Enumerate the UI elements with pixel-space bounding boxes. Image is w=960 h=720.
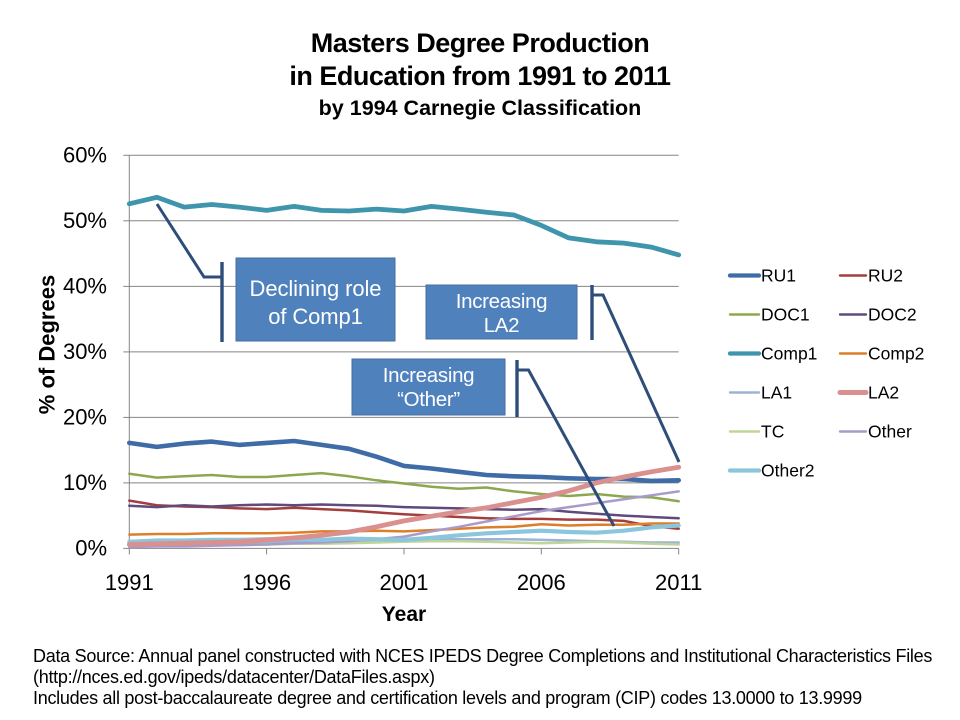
svg-text:Comp2: Comp2: [868, 344, 924, 364]
svg-text:of Comp1: of Comp1: [268, 304, 363, 329]
svg-text:1991: 1991: [105, 570, 154, 595]
svg-text:Increasing: Increasing: [383, 364, 475, 387]
svg-text:LA1: LA1: [761, 383, 792, 403]
svg-text:TC: TC: [761, 422, 784, 442]
svg-text:DOC1: DOC1: [761, 305, 810, 325]
svg-text:2006: 2006: [517, 570, 566, 595]
svg-text:RU1: RU1: [761, 266, 796, 286]
svg-text:2001: 2001: [380, 570, 429, 595]
svg-text:60%: 60%: [63, 142, 107, 167]
svg-text:Other2: Other2: [761, 461, 815, 481]
svg-text:0%: 0%: [75, 535, 107, 560]
svg-text:40%: 40%: [63, 273, 107, 298]
svg-text:DOC2: DOC2: [868, 305, 917, 325]
svg-text:10%: 10%: [63, 470, 107, 495]
svg-text:% of Degrees: % of Degrees: [35, 275, 60, 414]
svg-text:Other: Other: [868, 422, 912, 442]
svg-text:Comp1: Comp1: [761, 344, 817, 364]
svg-text:Declining role: Declining role: [250, 276, 382, 301]
svg-text:1996: 1996: [242, 570, 291, 595]
svg-text:2011: 2011: [655, 570, 702, 595]
svg-text:20%: 20%: [63, 404, 107, 429]
svg-text:50%: 50%: [63, 208, 107, 233]
svg-text:LA2: LA2: [868, 383, 899, 403]
svg-text:Increasing: Increasing: [456, 290, 548, 313]
svg-text:RU2: RU2: [868, 266, 903, 286]
svg-text:“Other”: “Other”: [397, 388, 460, 411]
svg-text:Year: Year: [382, 603, 426, 626]
svg-text:LA2: LA2: [484, 314, 520, 337]
svg-text:30%: 30%: [63, 339, 107, 364]
